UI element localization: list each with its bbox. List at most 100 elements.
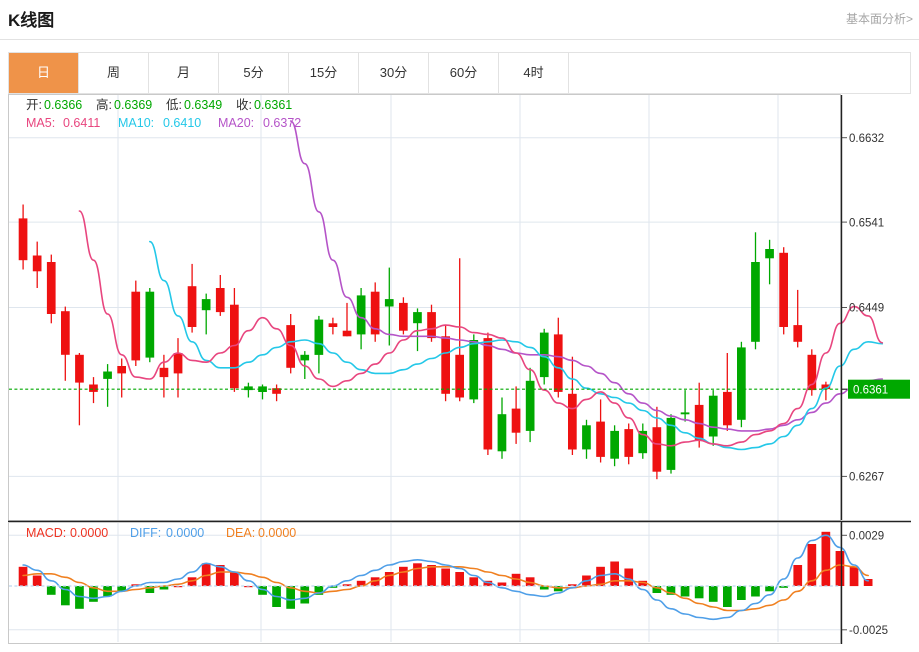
macd-value: 0.0000 [70,526,108,540]
macd-bar [680,586,690,597]
diff-label: DIFF: [130,526,161,540]
macd-bar [441,568,450,586]
macd-bar [46,586,56,595]
macd-bar [539,586,549,590]
candle-body [765,249,774,259]
macd-bar [314,586,324,595]
macd-bar [708,586,718,602]
macd-bar [413,563,422,587]
candle-body [230,304,239,389]
candle-body [441,336,450,394]
candle-body [708,395,718,437]
tabbar-filler [569,53,910,93]
tab-60min[interactable]: 60分 [429,53,499,93]
candle-body [300,354,310,361]
candle-body [694,404,704,441]
candle-body [89,384,98,392]
tab-5min[interactable]: 5分 [219,53,289,93]
fundamental-analysis-link[interactable]: 基本面分析> [845,12,913,26]
close-label: 收: [236,98,252,112]
ma20-label: MA20: [218,116,254,130]
tab-30min[interactable]: 30分 [359,53,429,93]
price-tick-label: 0.6267 [849,472,884,484]
macd-bar [201,563,211,587]
candle-body [399,302,408,331]
close-value: 0.6361 [254,98,292,112]
candle-body [159,367,169,378]
candle-body [75,354,84,383]
candle-body [779,252,788,327]
macd-bar [89,586,98,602]
macd-bar [483,580,493,587]
candle-body [272,388,281,394]
macd-bar [863,579,873,586]
macd-label: MACD: [26,526,66,540]
tab-month[interactable]: 月 [149,53,219,93]
candle-body [187,286,197,327]
kline-chart-svg[interactable]: 0.6632 0.6541 0.6449 0.6267 0.0029 -0.0025 开… [8,94,911,644]
price-gridlines [9,95,840,520]
candle-body [497,414,507,452]
macd-bar [117,586,126,592]
macd-bar [384,572,394,586]
candle-body [582,425,591,450]
ma20-value: 0.6372 [263,116,301,130]
macd-bar [145,586,155,593]
ma10-label: MA10: [118,116,154,130]
chart-area[interactable]: 0.6632 0.6541 0.6449 0.6267 0.0029 -0.0025 开… [8,94,911,644]
ma5-label: MA5: [26,116,55,130]
macd-bar [638,580,648,587]
macd-bar [300,586,310,604]
macd-bar [779,586,788,588]
macd-bar [370,577,380,587]
macd-bar [131,584,141,587]
candle-body [666,417,676,470]
candle-body [370,291,380,335]
macd-axis: 0.0029 -0.0025 [840,522,888,644]
tab-4hour[interactable]: 4时 [499,53,569,93]
macd-bar [835,551,845,586]
candle-body [427,312,436,339]
dea-line [22,564,869,612]
price-axis: 0.6632 0.6541 0.6449 0.6267 [840,95,884,520]
macd-bar [328,586,338,588]
candle-body [131,291,141,361]
macd-bar [525,577,535,587]
ma10-value: 0.6410 [163,116,201,130]
macd-bar [821,531,831,587]
macd-tick-label: -0.0025 [849,625,888,637]
tab-week[interactable]: 周 [79,53,149,93]
candle-body [638,430,648,454]
tab-day[interactable]: 日 [9,53,79,93]
candle-body [624,429,634,457]
dea-label: DEA: [226,526,255,540]
macd-bar [18,566,28,587]
candle-body [483,338,493,450]
candle-body [384,299,394,307]
candle-body [258,386,267,392]
candle-body [46,262,56,314]
macd-bar [187,577,197,587]
macd-bar [765,586,774,592]
macd-bar [356,580,366,587]
macd-bar [258,586,267,595]
price-tick-label: 0.6449 [849,303,884,315]
macd-bar [793,565,803,586]
candle-body [286,325,295,368]
macd-bar [159,586,169,590]
low-value: 0.6349 [184,98,222,112]
open-label: 开: [26,98,42,112]
tab-15min[interactable]: 15分 [289,53,359,93]
macd-bar [230,572,239,586]
macd-bar [32,575,42,586]
candle-body [821,384,831,390]
macd-bar [694,586,704,599]
macd-bar [75,586,84,609]
candle-body [18,218,28,261]
macd-bar [596,566,605,587]
macd-bar [624,568,634,586]
page-title: K线图 [8,11,55,30]
ma5-value: 0.6411 [63,116,100,130]
price-panel [8,94,884,521]
macd-tick-label: 0.0029 [849,530,884,542]
